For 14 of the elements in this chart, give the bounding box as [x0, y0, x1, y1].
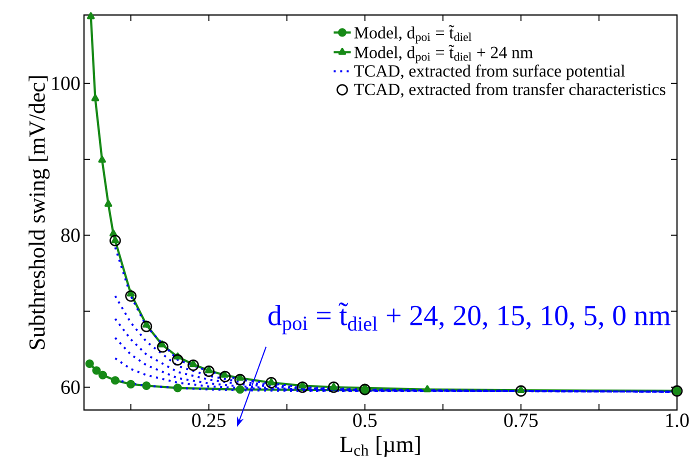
y-tick-label: 100 [52, 76, 80, 90]
y-axis-title: Subthreshold swing [mV/dec] [28, 76, 50, 349]
x-tick-label: 0.75 [504, 414, 538, 428]
x-tick-label: 0.5 [353, 414, 377, 428]
x-axis-title: L$_{ch}$ [µm] [340, 436, 420, 457]
legend-label: Model, d$_{poi}$ = t̃$_{diel}$ [354, 25, 472, 44]
annotation: d$_{poi}$ = t̃$_{diel}$ + 24, 20, 15, 10, 5, 0 nm [268, 302, 670, 334]
legend-label: TCAD, extracted from transfer characteristics [354, 83, 666, 98]
x-tick-label: 1.0 [666, 414, 689, 428]
legend-label: TCAD, extracted from surface potential [354, 64, 625, 80]
y-tick-label: 80 [61, 228, 80, 242]
legend-label: Model, d$_{poi}$ = t̃$_{diel}$ + 24 nm [354, 44, 533, 64]
x-tick-label: 0.25 [192, 414, 226, 428]
y-tick-label: 60 [61, 380, 80, 394]
